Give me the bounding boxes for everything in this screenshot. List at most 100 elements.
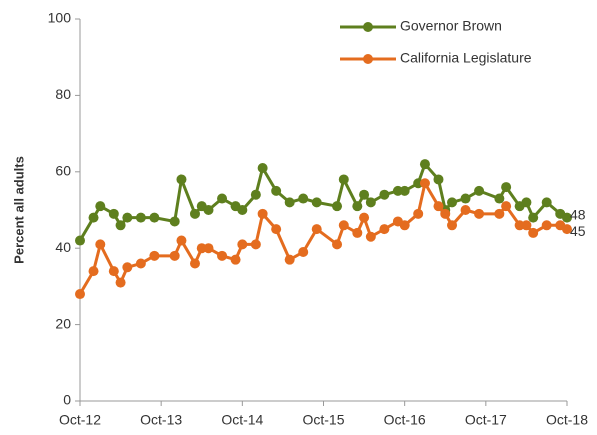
data-point	[237, 239, 248, 250]
data-point	[359, 189, 370, 200]
data-point	[332, 239, 343, 250]
end-label: 48	[570, 206, 586, 222]
x-tick-label: Oct-17	[465, 412, 507, 428]
data-point	[433, 201, 444, 212]
data-point	[203, 243, 214, 254]
data-point	[95, 239, 106, 250]
data-point	[237, 205, 248, 215]
data-point	[115, 277, 126, 288]
data-point	[95, 201, 106, 212]
data-point	[176, 174, 187, 185]
data-point	[365, 197, 376, 208]
data-point	[447, 197, 458, 208]
y-axis-label: Percent all adults	[11, 156, 26, 264]
data-point	[149, 212, 160, 223]
data-point	[399, 185, 410, 196]
y-tick-label: 80	[55, 86, 71, 102]
data-point	[528, 227, 539, 238]
data-point	[419, 159, 430, 170]
data-point	[257, 162, 268, 173]
data-point	[332, 201, 343, 212]
data-point	[379, 189, 390, 200]
legend-label: Governor Brown	[400, 18, 502, 34]
data-point	[284, 254, 295, 265]
data-point	[399, 220, 410, 231]
y-tick-label: 20	[55, 315, 71, 331]
data-point	[433, 174, 444, 185]
data-point	[521, 220, 532, 231]
data-point	[419, 178, 430, 189]
y-tick-label: 60	[55, 163, 71, 179]
data-point	[135, 212, 146, 223]
data-point	[298, 247, 309, 258]
data-point	[440, 208, 451, 219]
data-point	[122, 212, 133, 223]
data-point	[284, 197, 295, 208]
x-tick-label: Oct-13	[140, 412, 182, 428]
data-point	[359, 212, 370, 223]
data-point	[474, 208, 485, 219]
legend-marker	[363, 22, 373, 32]
series-line	[78, 161, 568, 242]
series-line	[78, 179, 568, 295]
y-tick-label: 40	[55, 239, 71, 255]
data-point	[447, 220, 458, 231]
data-point	[75, 235, 85, 246]
data-point	[189, 258, 200, 269]
data-point	[230, 254, 241, 265]
data-point	[108, 266, 119, 277]
data-point	[494, 208, 505, 219]
data-point	[562, 212, 572, 223]
y-tick-label: 100	[48, 10, 72, 26]
x-tick-label: Oct-14	[221, 412, 263, 428]
data-point	[298, 193, 309, 204]
data-point	[379, 224, 390, 235]
data-point	[122, 262, 133, 273]
data-point	[257, 208, 268, 219]
data-point	[501, 182, 512, 193]
data-point	[352, 227, 363, 238]
data-point	[149, 250, 160, 261]
data-point	[413, 208, 424, 219]
data-point	[75, 289, 85, 300]
data-point	[562, 224, 572, 235]
data-point	[189, 208, 200, 219]
legend-marker	[363, 54, 373, 64]
data-point	[365, 231, 376, 242]
legend-label: California Legislature	[400, 50, 532, 66]
data-point	[541, 197, 552, 208]
data-point	[217, 193, 228, 204]
data-point	[501, 201, 512, 212]
data-point	[352, 201, 363, 212]
data-point	[528, 212, 539, 223]
data-point	[460, 205, 471, 215]
data-point	[474, 185, 485, 196]
data-point	[115, 220, 126, 231]
data-point	[338, 220, 349, 231]
data-point	[217, 250, 228, 261]
data-point	[176, 235, 187, 246]
data-point	[494, 193, 505, 204]
data-point	[338, 174, 349, 185]
x-tick-label: Oct-18	[546, 412, 588, 428]
data-point	[541, 220, 552, 231]
data-point	[108, 208, 119, 219]
data-point	[169, 216, 180, 227]
y-tick-label: 0	[63, 392, 71, 408]
data-point	[88, 212, 99, 223]
x-tick-label: Oct-15	[302, 412, 344, 428]
x-tick-label: Oct-12	[59, 412, 101, 428]
data-point	[169, 250, 180, 261]
data-point	[311, 197, 322, 208]
data-point	[271, 224, 282, 235]
x-tick-label: Oct-16	[384, 412, 426, 428]
end-label: 45	[570, 223, 586, 239]
data-point	[271, 185, 282, 196]
data-point	[250, 189, 261, 200]
data-point	[521, 197, 532, 208]
data-point	[203, 205, 214, 215]
data-point	[88, 266, 99, 277]
data-point	[135, 258, 146, 269]
data-point	[460, 193, 471, 204]
